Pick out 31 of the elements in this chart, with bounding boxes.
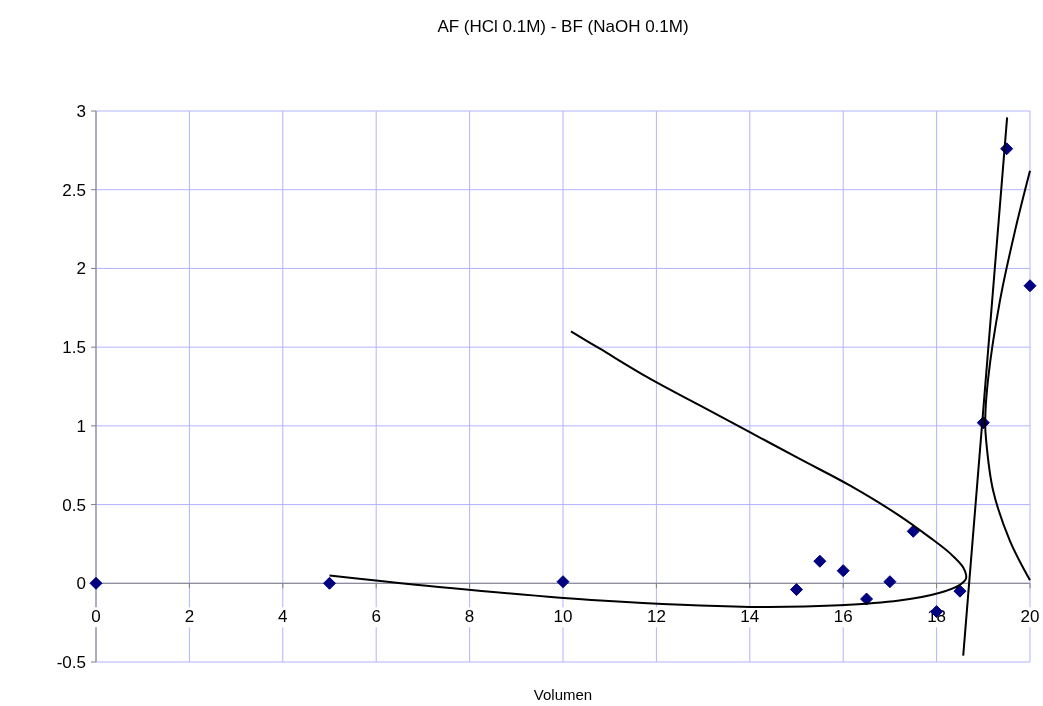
point xyxy=(89,576,103,590)
x-tick-label: 12 xyxy=(646,607,666,627)
y-tick-label: -0.5 xyxy=(56,652,86,672)
point xyxy=(883,575,897,589)
x-tick-label: 8 xyxy=(464,607,475,627)
point xyxy=(790,583,803,597)
point xyxy=(860,592,874,606)
point xyxy=(953,584,967,598)
point xyxy=(836,564,850,578)
x-tick-label: 14 xyxy=(740,607,760,627)
x-tick-label: 0 xyxy=(91,607,101,627)
point xyxy=(1023,279,1037,293)
x-tick-label: 16 xyxy=(833,607,853,627)
chart-title: AF (HCl 0.1M) - BF (NaOH 0.1M) xyxy=(437,17,689,36)
y-tick-label: 2.5 xyxy=(62,180,86,200)
x-tick-label: 2 xyxy=(184,607,195,627)
y-tick-label: 0 xyxy=(76,574,86,594)
point xyxy=(323,576,336,590)
point xyxy=(906,524,920,538)
y-tick-label: 2 xyxy=(76,259,86,279)
y-tick-label: 1.5 xyxy=(62,338,86,358)
y-tick-label: 3 xyxy=(76,101,86,121)
x-tick-label: 10 xyxy=(553,607,573,627)
x-tick-label: 20 xyxy=(1020,607,1040,627)
point xyxy=(556,575,570,589)
y-tick-label: 1 xyxy=(76,416,86,436)
x-tick-label: 6 xyxy=(371,607,381,627)
y-tick-label: 0.5 xyxy=(62,495,86,515)
x-tick-label: 4 xyxy=(278,607,288,627)
point xyxy=(813,554,827,568)
x-axis-title: Volumen xyxy=(533,686,593,703)
